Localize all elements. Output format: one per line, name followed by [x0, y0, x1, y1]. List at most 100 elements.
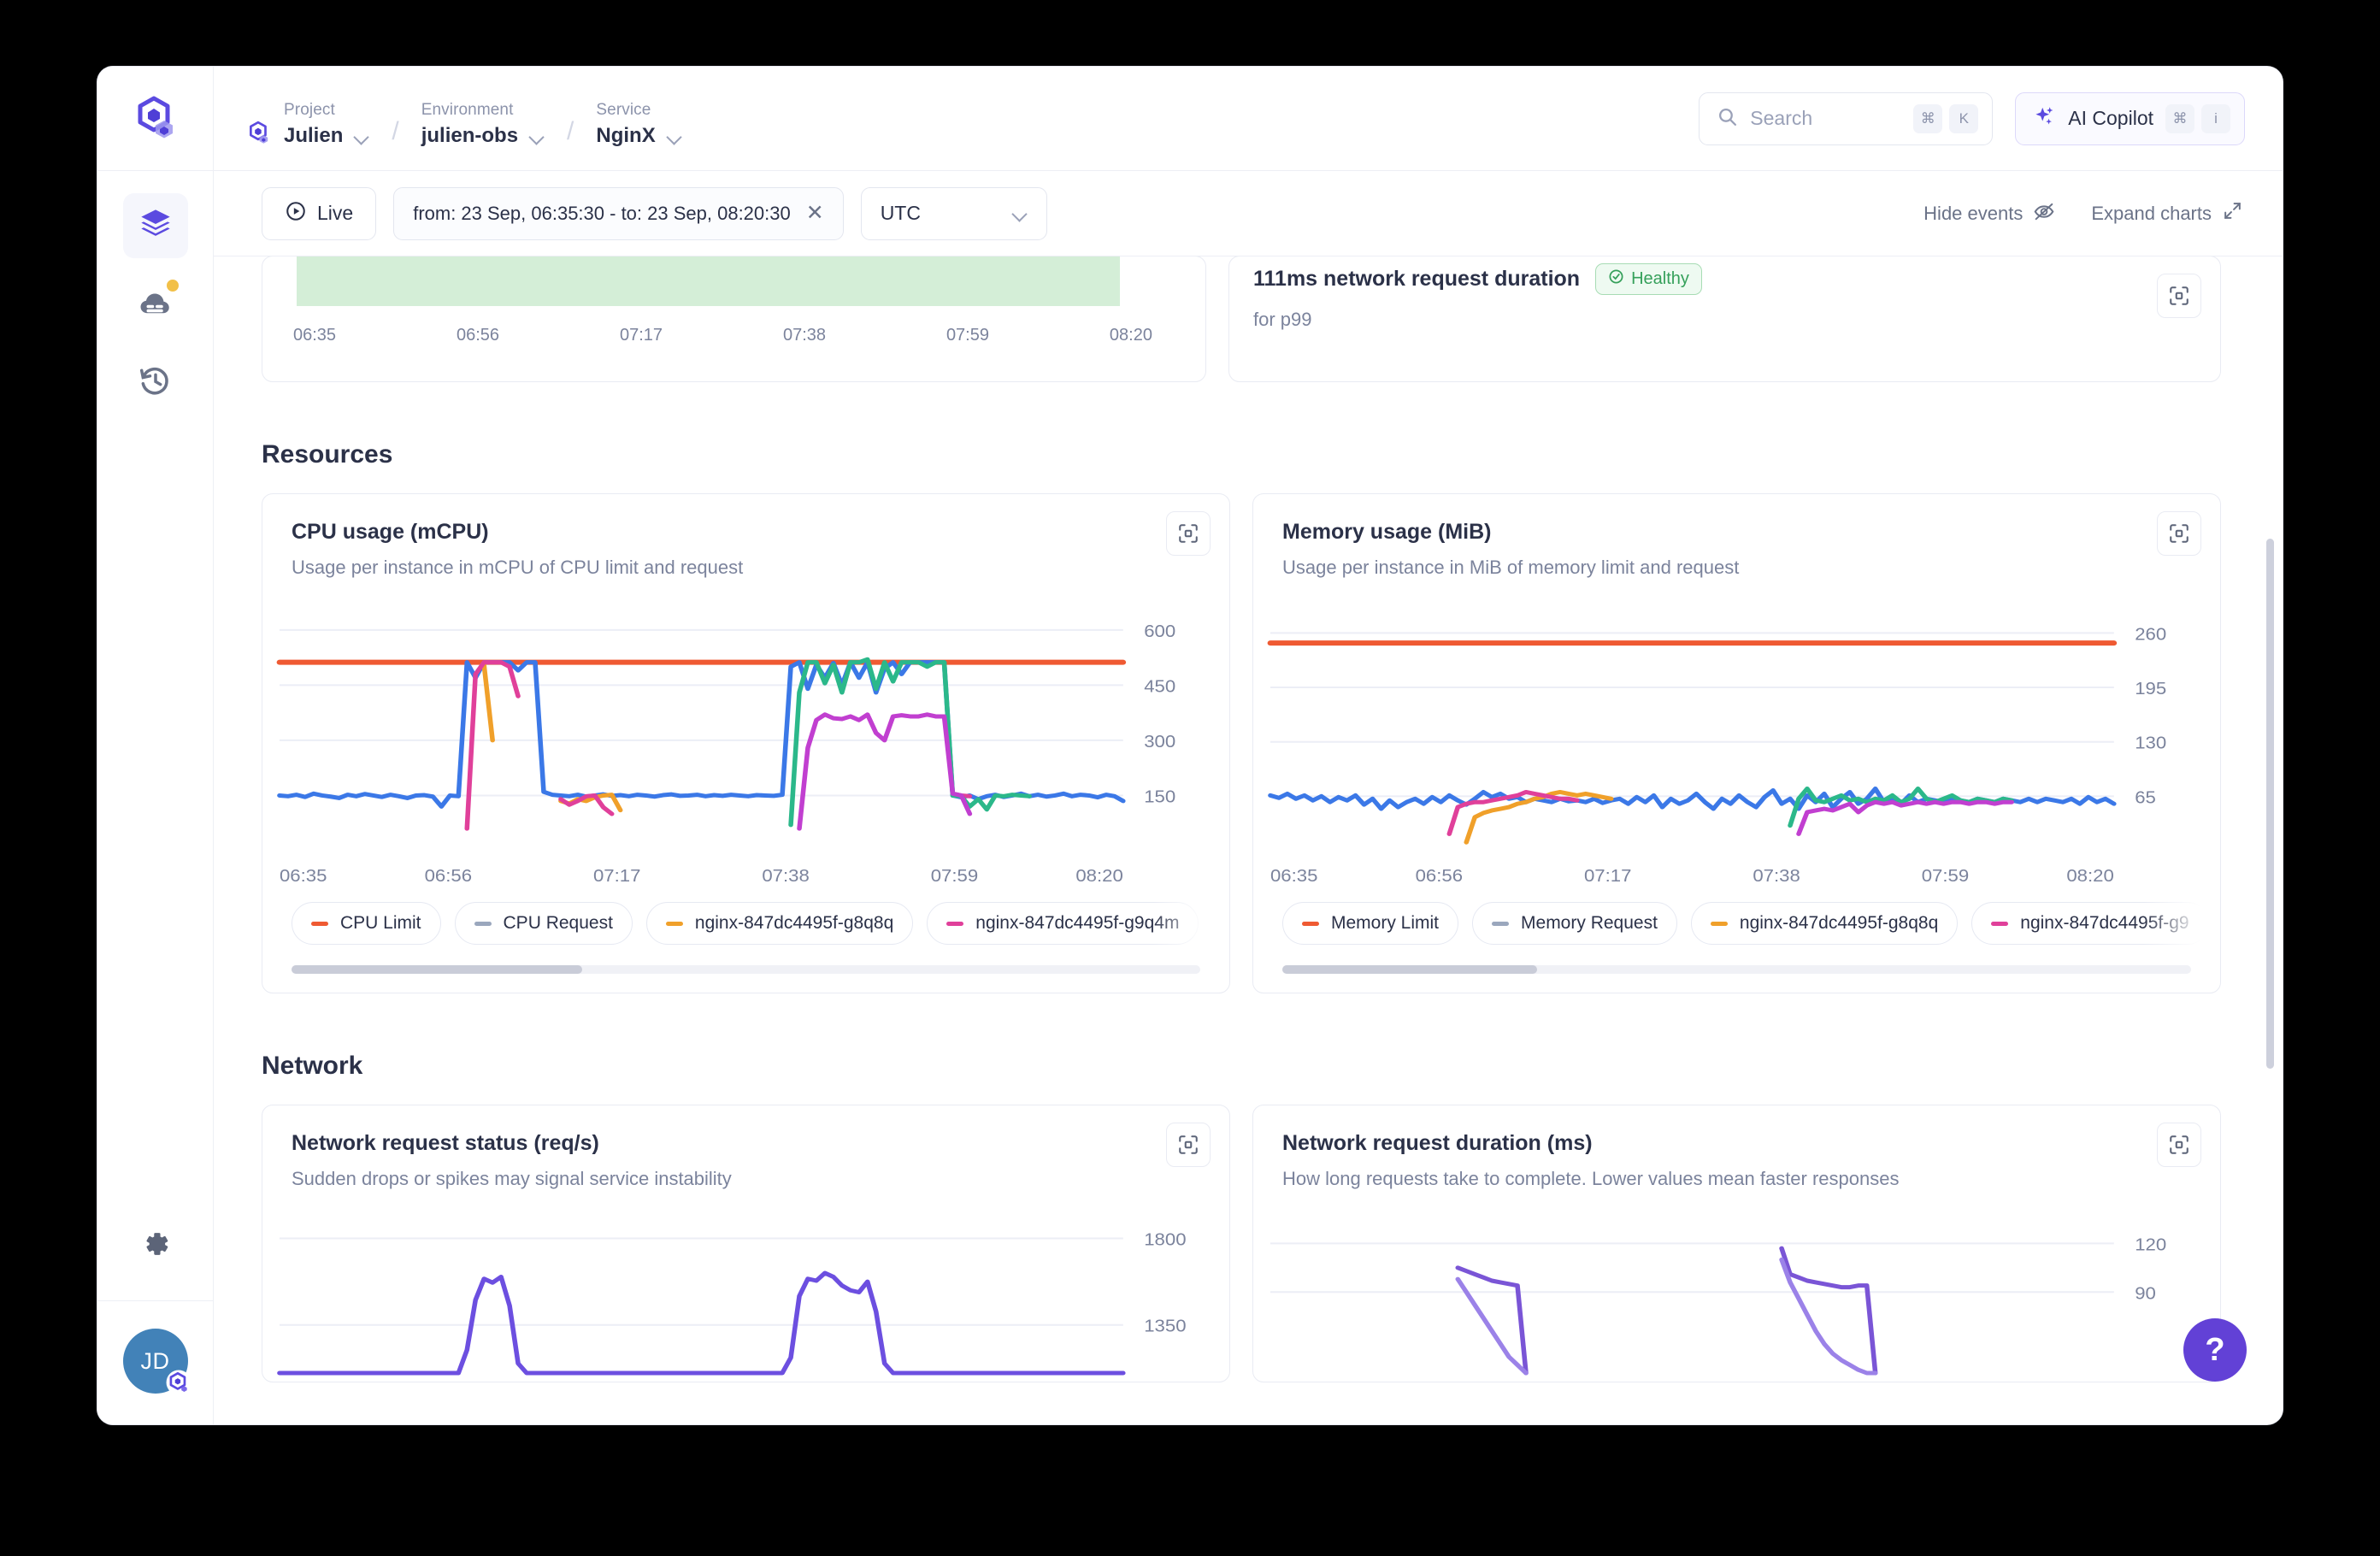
top-bar-actions: Search ⌘ K AI Copilot ⌘ i: [1699, 91, 2283, 145]
chart-toolbar: Live from: 23 Sep, 06:35:30 - to: 23 Sep…: [214, 171, 2283, 256]
avatar[interactable]: JD: [122, 1329, 191, 1395]
chevron-down-icon[interactable]: [529, 132, 545, 141]
app-logo-icon: [132, 95, 180, 143]
svg-text:07:59: 07:59: [1922, 867, 1969, 886]
chevron-down-icon[interactable]: [667, 132, 682, 141]
sidebar-item-settings[interactable]: [123, 1213, 188, 1278]
x-tick: 07:38: [782, 326, 827, 345]
legend-item[interactable]: nginx-847dc4495f-g8q8q: [645, 902, 914, 945]
main-panel: Live from: 23 Sep, 06:35:30 - to: 23 Sep…: [214, 171, 2283, 1424]
svg-text:07:17: 07:17: [1584, 867, 1631, 886]
status-badge-label: Healthy: [1631, 269, 1689, 288]
legend-swatch: [311, 921, 328, 926]
expand-memory-chart-button[interactable]: [2157, 511, 2201, 556]
legend-item[interactable]: CPU Limit: [292, 902, 441, 945]
content-scroll-area[interactable]: 06:35 06:56 07:17 07:38 07:59 08:20 111m…: [214, 256, 2283, 1424]
breadcrumb-logo-icon: [246, 121, 272, 146]
ai-copilot-button[interactable]: AI Copilot ⌘ i: [2015, 91, 2245, 145]
breadcrumb: Project Julien / Environment julien-obs …: [214, 67, 1699, 170]
expand-charts-label: Expand charts: [2091, 202, 2212, 224]
expand-network-status-button[interactable]: [1166, 1123, 1211, 1167]
legend-swatch: [1492, 921, 1510, 926]
hide-events-button[interactable]: Hide events: [1923, 200, 2055, 227]
chevron-down-icon[interactable]: [354, 132, 369, 141]
legend-swatch: [1991, 921, 2009, 926]
svg-text:08:20: 08:20: [2066, 867, 2113, 886]
check-circle-icon: [1608, 268, 1624, 290]
search-icon: [1717, 106, 1738, 132]
focus-icon: [2170, 1135, 2189, 1154]
section-title-network: Network: [262, 1052, 363, 1080]
cpu-usage-plot[interactable]: 600 450 300 150 06:35 06:56 07:17 07:38 07:59 08:…: [262, 599, 1229, 890]
breadcrumb-project[interactable]: Project Julien: [284, 101, 369, 148]
sidebar-item-history[interactable]: [123, 351, 188, 416]
network-duration-plot[interactable]: 120 90: [1253, 1211, 2220, 1382]
breadcrumb-service[interactable]: Service NginX: [596, 101, 681, 148]
legend-item[interactable]: nginx-847dc4495f-g8q8q: [1690, 902, 1959, 945]
ai-copilot-label: AI Copilot: [2068, 107, 2153, 129]
svg-text:150: 150: [1144, 787, 1175, 806]
expand-icon: [2222, 200, 2243, 227]
svg-text:120: 120: [2135, 1235, 2166, 1254]
legend-label: CPU Request: [503, 913, 613, 933]
healthy-band: [297, 256, 1120, 306]
legend-label: nginx-847dc4495f-g8q8q: [694, 913, 894, 933]
memory-usage-plot[interactable]: 260 195 130 65 06:35 06:56 07:17 07:38 07:59 08:2…: [1253, 599, 2220, 890]
timezone-select[interactable]: UTC: [860, 186, 1047, 240]
breadcrumb-project-value: Julien: [284, 124, 344, 147]
summary-title: 111ms network request duration: [1253, 267, 1581, 291]
network-status-title: Network request status (req/s): [292, 1131, 599, 1155]
search-placeholder: Search: [1750, 107, 1813, 129]
layers-icon: [138, 207, 173, 245]
svg-text:06:35: 06:35: [1270, 867, 1317, 886]
legend-item[interactable]: Memory Limit: [1282, 902, 1459, 945]
svg-text:1800: 1800: [1144, 1230, 1186, 1249]
x-tick: 06:35: [293, 326, 337, 345]
sidebar: JD: [97, 171, 214, 1424]
expand-charts-button[interactable]: Expand charts: [2091, 200, 2243, 227]
legend-item[interactable]: Memory Request: [1472, 902, 1677, 945]
time-range-picker[interactable]: from: 23 Sep, 06:35:30 - to: 23 Sep, 08:…: [393, 186, 844, 240]
legend-label: nginx-847dc4495f-g8q8q: [1739, 913, 1939, 933]
time-range-value: from: 23 Sep, 06:35:30 - to: 23 Sep, 08:…: [413, 202, 791, 224]
legend-item[interactable]: nginx-847dc4495f-g9q4m: [927, 902, 1199, 945]
svg-text:07:17: 07:17: [593, 867, 640, 886]
legend-item[interactable]: CPU Request: [454, 902, 633, 945]
legend-item[interactable]: nginx-847dc4495f-g9: [1971, 902, 2209, 945]
sidebar-item-cloud[interactable]: [123, 272, 188, 337]
avatar-initials: JD: [122, 1329, 188, 1394]
svg-text:06:56: 06:56: [1416, 867, 1463, 886]
scrollbar-thumb[interactable]: [1282, 965, 1537, 974]
svg-text:195: 195: [2135, 680, 2166, 698]
cpu-legend-scrollbar[interactable]: [292, 965, 1200, 974]
expand-card-button[interactable]: [2157, 274, 2201, 318]
memory-legend-scrollbar[interactable]: [1282, 965, 2191, 974]
summary-subtitle: for p99: [1253, 309, 1312, 330]
breadcrumb-environment[interactable]: Environment julien-obs: [421, 101, 545, 148]
sidebar-item-layers[interactable]: [122, 193, 188, 258]
chevron-down-icon: [1012, 209, 1028, 218]
clipped-chart-x-axis: 06:35 06:56 07:17 07:38 07:59 08:20: [293, 326, 1152, 345]
x-tick: 08:20: [1109, 326, 1152, 345]
expand-cpu-chart-button[interactable]: [1166, 511, 1211, 556]
svg-text:90: 90: [2135, 1284, 2156, 1303]
clear-time-range-icon[interactable]: ✕: [805, 201, 824, 225]
memory-chart-legend: Memory Limit Memory Request nginx-847dc4…: [1253, 902, 2220, 945]
expand-network-duration-button[interactable]: [2157, 1123, 2201, 1167]
search-shortcut-key: K: [1949, 103, 1979, 133]
live-button[interactable]: Live: [262, 186, 377, 240]
scrollbar-thumb[interactable]: [292, 965, 583, 974]
vertical-scrollbar[interactable]: [2266, 539, 2274, 1069]
cloud-notification-badge: [163, 277, 181, 294]
legend-label: CPU Limit: [340, 913, 421, 933]
history-icon: [138, 364, 173, 403]
svg-text:300: 300: [1144, 733, 1175, 751]
focus-icon: [2170, 286, 2189, 305]
search-input[interactable]: Search ⌘ K: [1699, 91, 1994, 145]
memory-chart-title: Memory usage (MiB): [1282, 520, 1492, 544]
brand-cell: [97, 67, 214, 170]
cpu-chart-title: CPU usage (mCPU): [292, 520, 489, 544]
help-button[interactable]: ?: [2183, 1318, 2247, 1382]
network-status-plot[interactable]: 1800 1350: [262, 1211, 1229, 1382]
live-label: Live: [317, 202, 354, 224]
